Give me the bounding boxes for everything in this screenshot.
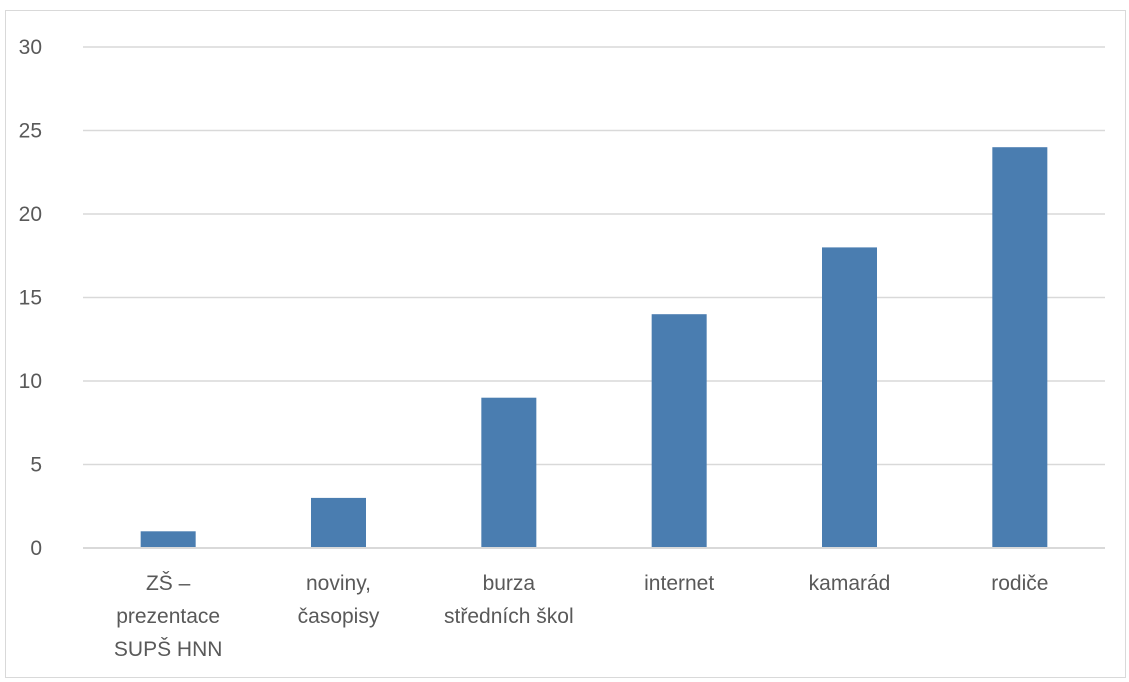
x-category-label-1: noviny, časopisy <box>298 572 380 628</box>
x-category-label-0: ZŠ – prezentace SUPŠ HNN <box>114 572 223 661</box>
y-tick-label-20: 20 <box>19 203 42 226</box>
y-tick-label-0: 0 <box>30 537 42 560</box>
x-category-label-line: burza <box>483 572 536 595</box>
x-category-label-5: rodiče <box>991 572 1048 595</box>
y-tick-label-25: 25 <box>19 120 42 143</box>
bar-2 <box>481 397 537 548</box>
x-category-label-line: časopisy <box>298 605 380 628</box>
x-axis-category-labels: ZŠ – prezentace SUPŠ HNN noviny, časopisy bur… <box>114 572 1049 661</box>
chart-frame <box>5 10 1126 678</box>
x-category-label-line: noviny, <box>306 572 371 595</box>
bar-0 <box>140 531 196 548</box>
x-category-label-line: rodiče <box>991 572 1048 595</box>
bar-5 <box>992 147 1048 548</box>
gridlines <box>83 46 1105 466</box>
x-category-label-line: ZŠ – <box>146 572 191 595</box>
x-category-label-line: prezentace <box>116 605 220 628</box>
bar-1 <box>311 497 366 548</box>
x-category-label-line: středních škol <box>444 605 574 628</box>
bars <box>140 147 1048 548</box>
y-tick-label-15: 15 <box>19 287 42 310</box>
x-category-label-line: SUPŠ HNN <box>114 638 223 661</box>
x-category-label-2: burza středních škol <box>444 572 574 628</box>
x-category-label-line: internet <box>644 572 714 595</box>
x-category-label-4: kamarád <box>809 572 891 595</box>
x-category-label-line: kamarád <box>809 572 891 595</box>
y-tick-label-5: 5 <box>30 454 42 477</box>
y-tick-label-30: 30 <box>19 36 42 59</box>
x-category-label-3: internet <box>644 572 714 595</box>
bar-4 <box>822 247 877 548</box>
bar-3 <box>651 314 707 548</box>
y-tick-label-10: 10 <box>19 370 42 393</box>
y-axis-tick-labels: 0 5 10 15 20 25 30 <box>19 36 42 560</box>
